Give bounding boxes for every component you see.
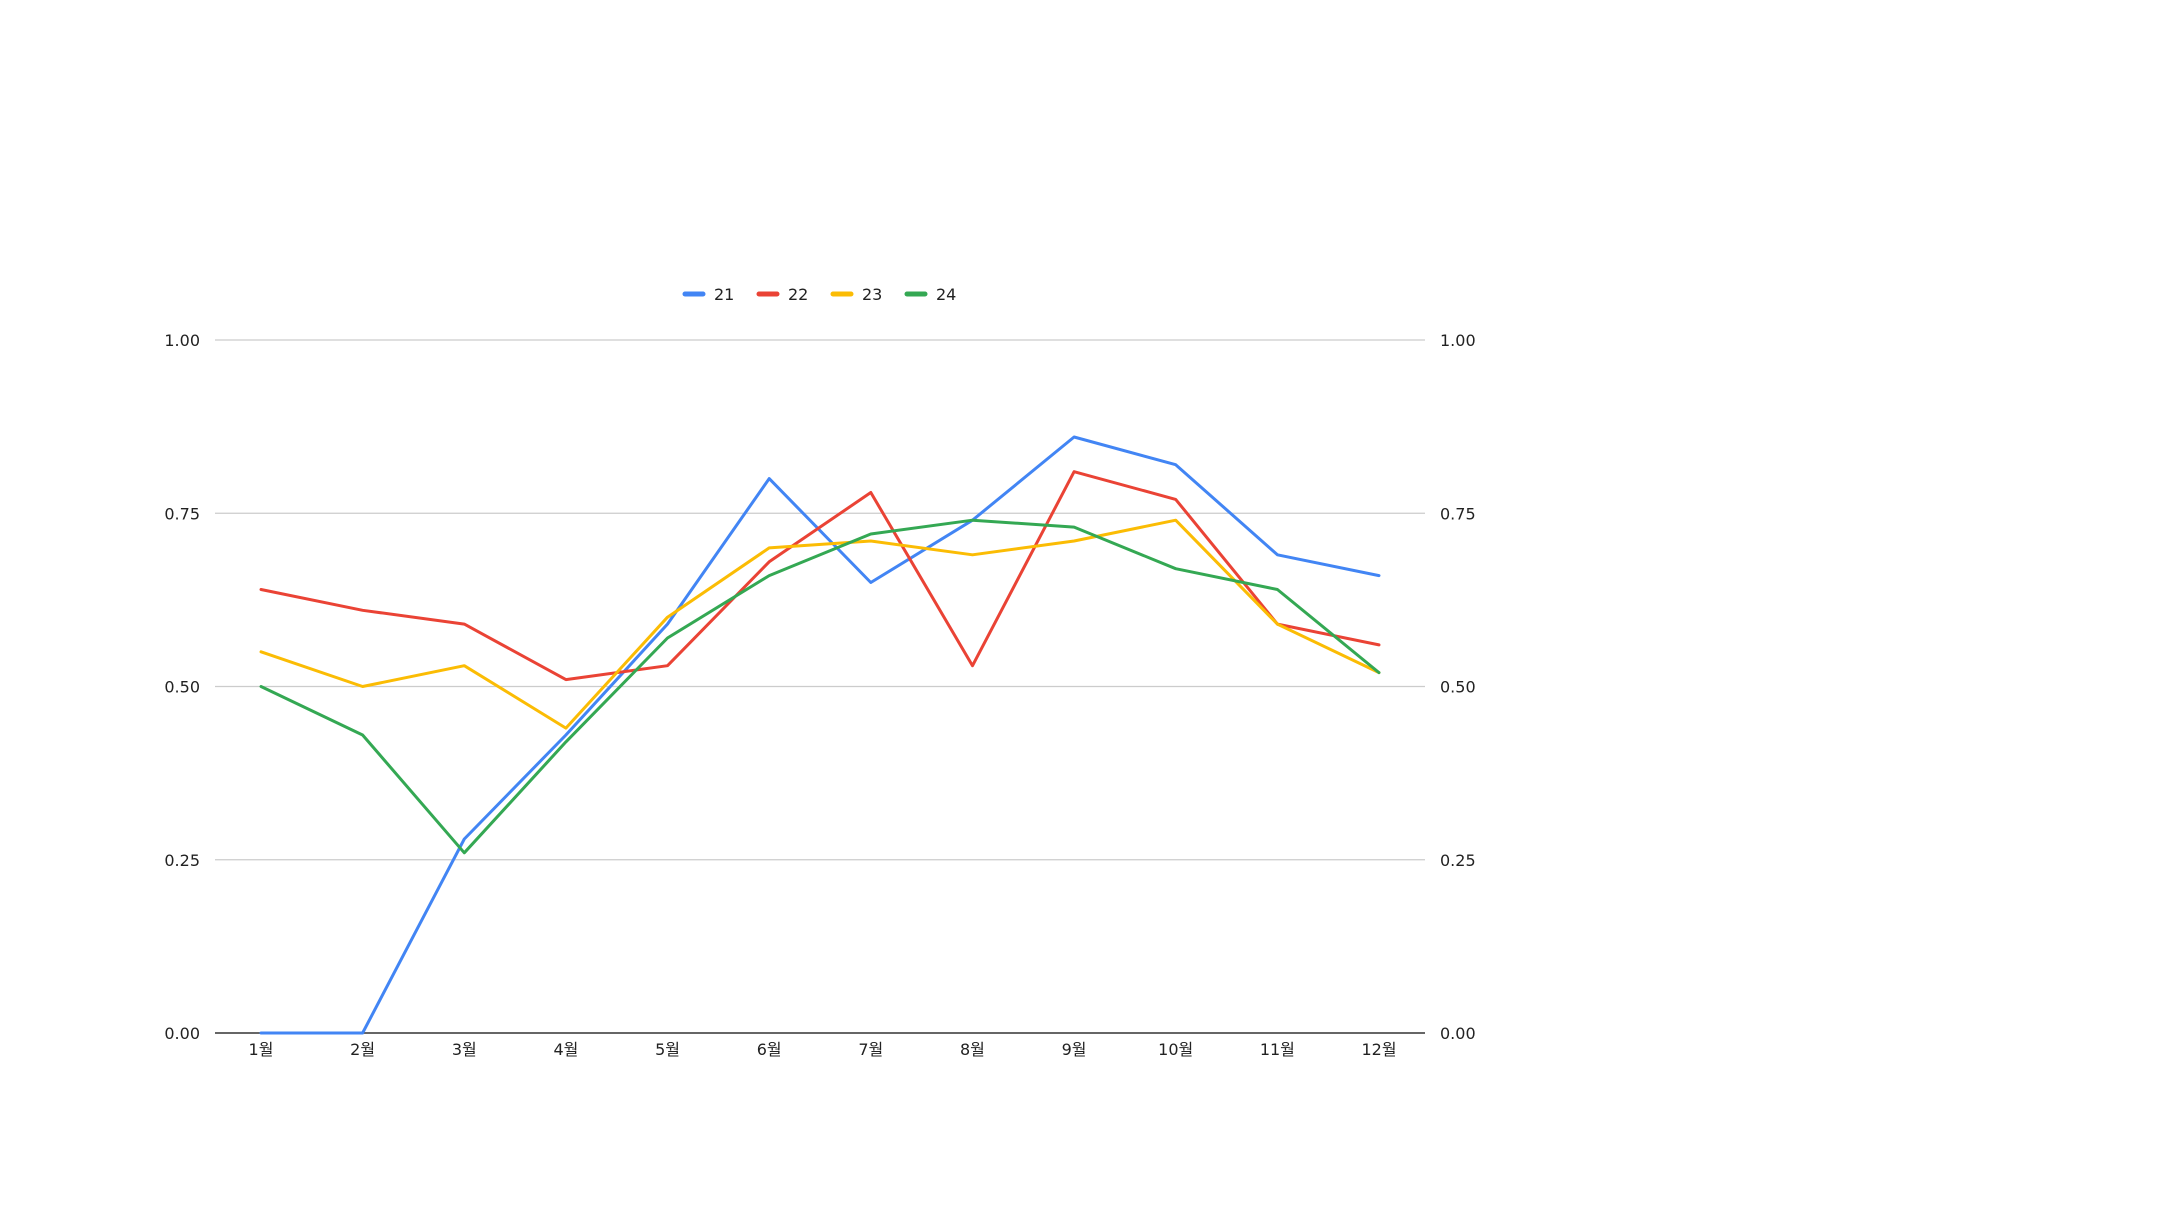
y-axis-left: 0.00 0.25 0.50 0.75 1.00 [164,331,200,1043]
series-line-23 [259,518,1381,730]
x-axis: 1월 2월 3월 4월 5월 6월 7월 8월 9월 10월 11월 12월 [249,1040,1397,1059]
y-tick-label-left: 0.25 [164,851,200,870]
gridlines [215,339,1425,861]
y-tick-label-left: 1.00 [164,331,200,350]
y-tick-label-left: 0.75 [164,504,200,523]
x-tick-label: 12월 [1361,1040,1396,1059]
series-line-24 [259,518,1381,855]
x-tick-label: 6월 [757,1040,782,1059]
x-tick-label: 4월 [553,1040,578,1059]
x-tick-label: 2월 [350,1040,375,1059]
x-tick-label: 1월 [249,1040,274,1059]
y-tick-label-right: 1.00 [1440,331,1476,350]
x-tick-label: 11월 [1260,1040,1295,1059]
y-tick-label-left: 0.00 [164,1024,200,1043]
x-tick-label: 10월 [1158,1040,1193,1059]
legend: 21 22 23 24 [682,285,956,304]
y-tick-label-right: 0.75 [1440,504,1476,523]
y-tick-label-right: 0.50 [1440,678,1476,697]
x-tick-label: 3월 [452,1040,477,1059]
x-tick-label: 5월 [655,1040,680,1059]
series-line-21 [259,435,1381,1035]
series-line-22 [259,470,1381,682]
y-tick-label-left: 0.50 [164,678,200,697]
x-tick-label: 8월 [960,1040,985,1059]
series-lines [259,435,1381,1035]
y-tick-label-right: 0.25 [1440,851,1476,870]
legend-label-22: 22 [788,285,808,304]
legend-label-23: 23 [862,285,882,304]
x-tick-label: 7월 [858,1040,883,1059]
legend-label-21: 21 [714,285,734,304]
y-tick-label-right: 0.00 [1440,1024,1476,1043]
y-axis-right: 0.00 0.25 0.50 0.75 1.00 [1440,331,1476,1043]
legend-label-24: 24 [936,285,956,304]
x-tick-label: 9월 [1062,1040,1087,1059]
